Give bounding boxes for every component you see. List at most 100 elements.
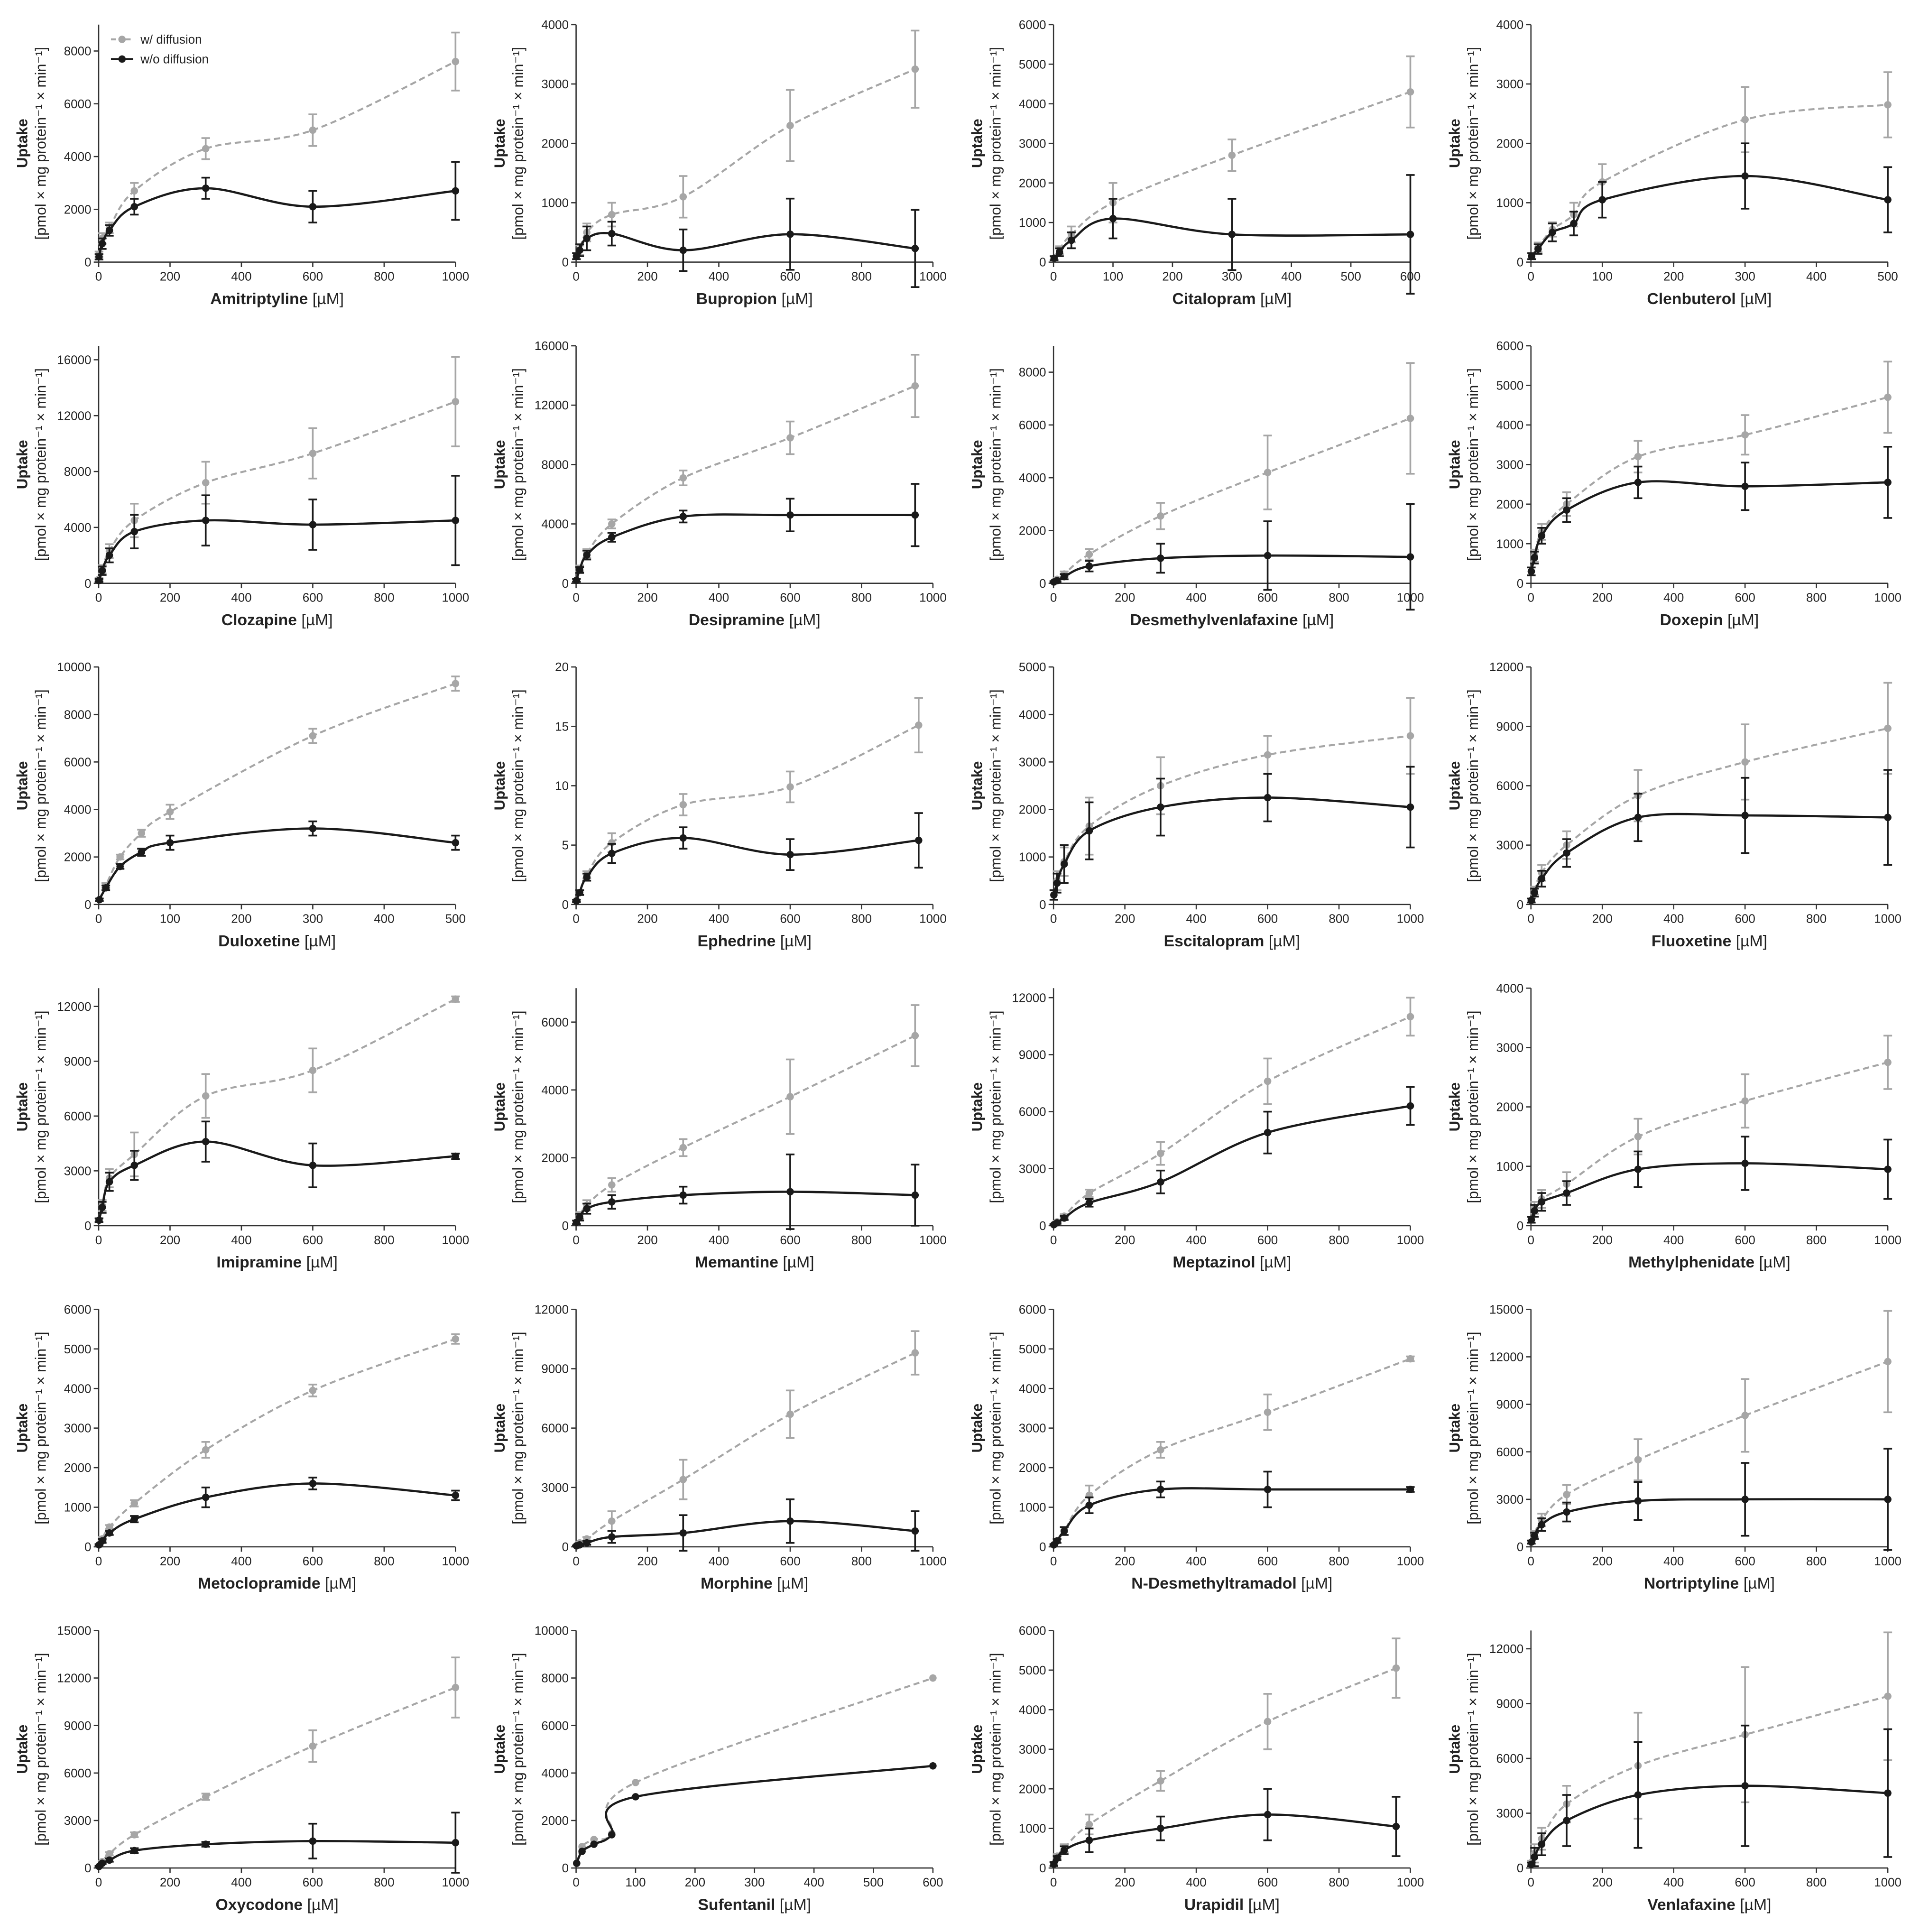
- x-tick-label: 1000: [442, 1555, 469, 1568]
- y-tick-label: 6000: [541, 1719, 569, 1733]
- y-tick-label: 0: [84, 256, 91, 269]
- x-tick-label: 0: [1528, 1555, 1534, 1568]
- data-point: [202, 517, 210, 524]
- y-tick-label: 5000: [1019, 1343, 1046, 1356]
- x-axis-label-unit: [µM]: [307, 1895, 339, 1914]
- x-tick-label: 400: [1663, 913, 1684, 926]
- y-tick-label: 4000: [1019, 1382, 1046, 1396]
- data-point: [116, 862, 124, 870]
- x-axis-label-name: Imipramine: [216, 1253, 302, 1271]
- y-tick-label: 3000: [64, 1814, 92, 1828]
- data-point: [608, 850, 616, 857]
- y-tick-label: 9000: [1496, 720, 1523, 733]
- x-axis-label: Meptazinol [µM]: [1172, 1253, 1291, 1271]
- data-point: [105, 1856, 113, 1864]
- x-axis-label-unit: [µM]: [306, 1253, 338, 1271]
- x-tick-label: 200: [1115, 592, 1135, 605]
- series-line: [98, 1686, 456, 1867]
- x-tick-label: 600: [780, 1234, 800, 1247]
- data-point: [915, 836, 923, 844]
- y-tick-label: 6000: [64, 98, 92, 111]
- x-tick-label: 500: [445, 913, 466, 926]
- legend-label: w/ diffusion: [140, 33, 202, 46]
- y-axis-label: Uptake: [1446, 761, 1463, 811]
- x-tick-label: 800: [374, 592, 394, 605]
- y-tick-label: 0: [1039, 1541, 1046, 1554]
- data-point: [1563, 849, 1570, 857]
- data-point: [452, 1491, 460, 1499]
- y-tick-label: 10000: [57, 661, 91, 674]
- y-tick-label: 6000: [541, 1422, 569, 1435]
- data-point: [452, 680, 460, 687]
- x-axis-label-unit: [µM]: [782, 290, 813, 308]
- x-tick-label: 400: [1663, 592, 1684, 605]
- data-point: [915, 721, 923, 729]
- y-tick-label: 9000: [1019, 1048, 1046, 1062]
- data-point: [1741, 116, 1749, 123]
- y-tick-label: 12000: [57, 1672, 91, 1685]
- y-axis-label: Uptake: [1446, 1725, 1463, 1774]
- y-axis-label: Uptake: [491, 119, 508, 168]
- data-point: [105, 1178, 113, 1186]
- data-point: [1406, 1013, 1414, 1021]
- data-point: [583, 1539, 591, 1547]
- panel: 0 2000 4000 6000 8000 0 200 400 600 800 1000 Amitri…: [14, 24, 469, 308]
- x-axis-label: Imipramine [µM]: [216, 1253, 338, 1271]
- x-tick-label: 200: [1592, 592, 1613, 605]
- y-axis-label: Uptake: [491, 761, 508, 811]
- x-axis-label: Amitriptyline [µM]: [210, 290, 344, 308]
- y-tick-label: 12000: [535, 399, 569, 412]
- data-point: [1264, 1077, 1272, 1085]
- data-point: [202, 1493, 210, 1501]
- y-tick-label: 2000: [1496, 137, 1523, 150]
- data-point: [1264, 469, 1272, 476]
- y-axis-label: Uptake: [1446, 119, 1463, 168]
- panel: 0 4000 8000 12000 16000 0 200 400 600 800 1000 Cloz…: [14, 345, 469, 629]
- data-point: [1884, 1692, 1892, 1700]
- data-point: [138, 829, 146, 837]
- data-point: [1060, 1527, 1068, 1535]
- data-point: [309, 1387, 317, 1395]
- y-tick-label: 8000: [1019, 366, 1046, 379]
- data-point: [309, 824, 317, 832]
- data-point: [786, 434, 794, 442]
- data-point: [1538, 1840, 1546, 1848]
- data-point: [1406, 1355, 1414, 1363]
- data-point: [1053, 1219, 1061, 1227]
- data-point: [452, 187, 460, 195]
- x-tick-label: 400: [1281, 270, 1302, 283]
- y-tick-label: 3000: [64, 1422, 92, 1435]
- data-point: [452, 839, 460, 847]
- data-point: [1598, 196, 1606, 203]
- data-point: [1157, 1149, 1164, 1157]
- data-point: [1634, 453, 1642, 461]
- data-point: [452, 57, 460, 65]
- x-tick-label: 0: [1050, 1234, 1057, 1247]
- x-tick-label: 400: [709, 1234, 729, 1247]
- x-tick-label: 600: [1735, 1234, 1755, 1247]
- x-tick-label: 400: [709, 1555, 729, 1568]
- x-axis-label: N-Desmethyltramadol [µM]: [1131, 1574, 1332, 1592]
- series-line: [1530, 1360, 1888, 1543]
- data-point: [1406, 1102, 1414, 1110]
- data-point: [130, 1515, 138, 1523]
- series-line: [1530, 480, 1888, 572]
- x-tick-label: 400: [231, 592, 251, 605]
- y-axis-label-unit: [pmol × mg protein⁻¹ × min⁻¹]: [510, 368, 526, 561]
- x-tick-label: 0: [95, 913, 102, 926]
- y-tick-label: 15000: [1489, 1303, 1523, 1316]
- panel: 0 1000 2000 3000 4000 5000 6000 0 100 200 300 400 50…: [969, 18, 1421, 308]
- x-axis-label-unit: [µM]: [780, 1895, 811, 1914]
- data-point: [166, 808, 174, 816]
- x-tick-label: 1000: [1874, 1234, 1902, 1247]
- x-axis-label-unit: [µM]: [305, 932, 336, 950]
- x-tick-label: 600: [303, 1876, 323, 1889]
- y-tick-label: 6000: [64, 1303, 92, 1316]
- data-point: [1570, 220, 1578, 227]
- x-tick-label: 800: [374, 270, 394, 283]
- x-axis-label-unit: [µM]: [1740, 1895, 1771, 1914]
- x-tick-label: 600: [1257, 592, 1278, 605]
- data-point: [1741, 758, 1749, 766]
- y-axis-label-unit: [pmol × mg protein⁻¹ × min⁻¹]: [32, 689, 49, 882]
